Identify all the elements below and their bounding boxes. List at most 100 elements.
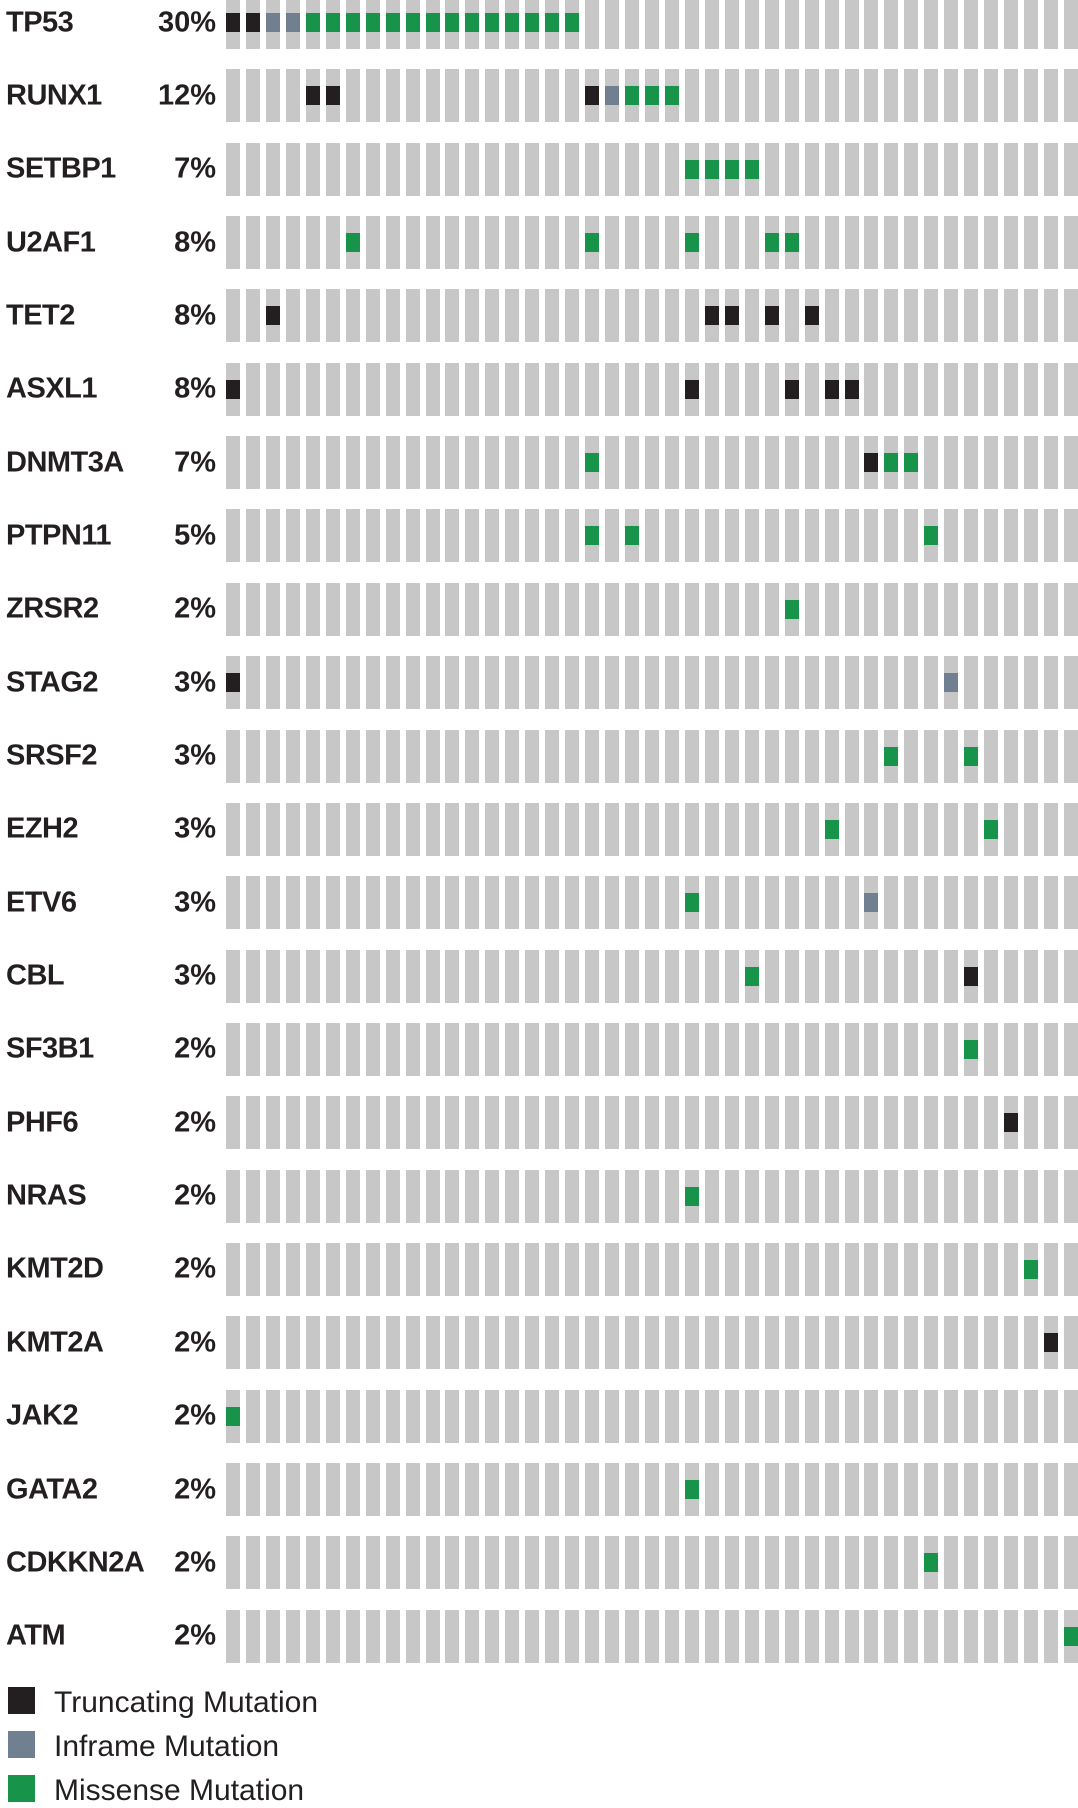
sample-cell (345, 729, 360, 783)
legend-label: Truncating Mutation (54, 1686, 319, 1719)
sample-cell (804, 1316, 819, 1370)
sample-cell (305, 1096, 320, 1150)
sample-cell (485, 362, 500, 416)
sample-cell (744, 1096, 759, 1150)
gene-frequency: 3% (174, 959, 216, 992)
sample-cell (445, 949, 460, 1003)
sample-cell (984, 1242, 999, 1296)
sample-cell (724, 802, 739, 856)
sample-cell (684, 876, 699, 930)
sample-cell (1004, 656, 1019, 710)
sample-cell (445, 1316, 460, 1370)
sample-cell (385, 1022, 400, 1076)
sample-cell (1064, 1169, 1078, 1223)
sample-cell (1024, 0, 1039, 49)
sample-cell (704, 1022, 719, 1076)
sample-cell (704, 362, 719, 416)
sample-cell (505, 876, 520, 930)
sample-cell (285, 509, 300, 563)
sample-cell (944, 216, 959, 270)
gene-frequency: 5% (174, 519, 216, 552)
sample-cell (1044, 0, 1059, 49)
sample-cell (744, 142, 759, 196)
sample-cell (565, 802, 580, 856)
gene-frequency: 30% (157, 6, 216, 38)
sample-cell (425, 1169, 440, 1223)
gene-row: NRAS 2% (0, 1169, 1078, 1223)
sample-cell (884, 876, 899, 930)
sample-cell (984, 1316, 999, 1370)
sample-cell (265, 1536, 280, 1590)
sample-cell (784, 142, 799, 196)
sample-cell (245, 289, 260, 343)
sample-cell (625, 1536, 640, 1590)
sample-cell (305, 216, 320, 270)
sample-cell (565, 1022, 580, 1076)
mutation-mark-inframe (864, 893, 879, 913)
sample-cell (305, 1169, 320, 1223)
sample-cell (625, 582, 640, 636)
sample-cell (1044, 1022, 1059, 1076)
sample-cell (505, 1242, 520, 1296)
sample-cell (425, 1022, 440, 1076)
sample-cell (585, 1242, 600, 1296)
sample-cell (804, 69, 819, 123)
sample-cell (924, 1169, 939, 1223)
sample-cell (305, 949, 320, 1003)
sample-cell (645, 0, 659, 49)
sample-cell (664, 876, 679, 930)
sample-cell (684, 1609, 699, 1663)
gene-frequency: 2% (174, 1252, 216, 1285)
sample-cell (265, 1022, 280, 1076)
sample-cell (485, 1536, 500, 1590)
gene-label: EZH2 (6, 812, 79, 845)
sample-cell (605, 142, 620, 196)
sample-cell (325, 509, 340, 563)
sample-cell (325, 362, 340, 416)
sample-cell (285, 1169, 300, 1223)
sample-cell (1024, 1022, 1039, 1076)
sample-cell (226, 582, 240, 636)
sample-cell (964, 656, 979, 710)
sample-cell (405, 1536, 420, 1590)
sample-cell (764, 289, 779, 343)
sample-cell (964, 1316, 979, 1370)
sample-cell (505, 1609, 520, 1663)
mutation-mark-missense (585, 453, 600, 473)
sample-cell (226, 216, 240, 270)
sample-cell (844, 729, 859, 783)
sample-cell (485, 509, 500, 563)
sample-cell (385, 729, 400, 783)
sample-cell (485, 1316, 500, 1370)
sample-cell (864, 1463, 879, 1516)
mutation-mark-missense (625, 526, 640, 546)
sample-cell (405, 876, 420, 930)
sample-cell (924, 729, 939, 783)
sample-cell (1004, 0, 1019, 49)
sample-cell (605, 436, 620, 490)
sample-cell (385, 289, 400, 343)
sample-cell (924, 1463, 939, 1516)
sample-cell (804, 1389, 819, 1443)
sample-cell (305, 0, 320, 49)
sample-cell (964, 1463, 979, 1516)
sample-cell (744, 1536, 759, 1590)
sample-cell (425, 69, 440, 123)
sample-cell (764, 1609, 779, 1663)
mutation-mark-missense (565, 13, 580, 32)
sample-cell (984, 1463, 999, 1516)
sample-cell (844, 69, 859, 123)
sample-cell (385, 1463, 400, 1516)
sample-cell (704, 1096, 719, 1150)
sample-cell (625, 1389, 640, 1443)
sample-cell (325, 1316, 340, 1370)
sample-cell (1024, 949, 1039, 1003)
sample-cell (285, 656, 300, 710)
sample-cell (365, 289, 380, 343)
sample-cell (405, 1463, 420, 1516)
sample-cell (904, 802, 919, 856)
sample-cell (545, 582, 560, 636)
sample-cell (645, 1389, 659, 1443)
sample-cell (345, 949, 360, 1003)
sample-cell (1024, 436, 1039, 490)
